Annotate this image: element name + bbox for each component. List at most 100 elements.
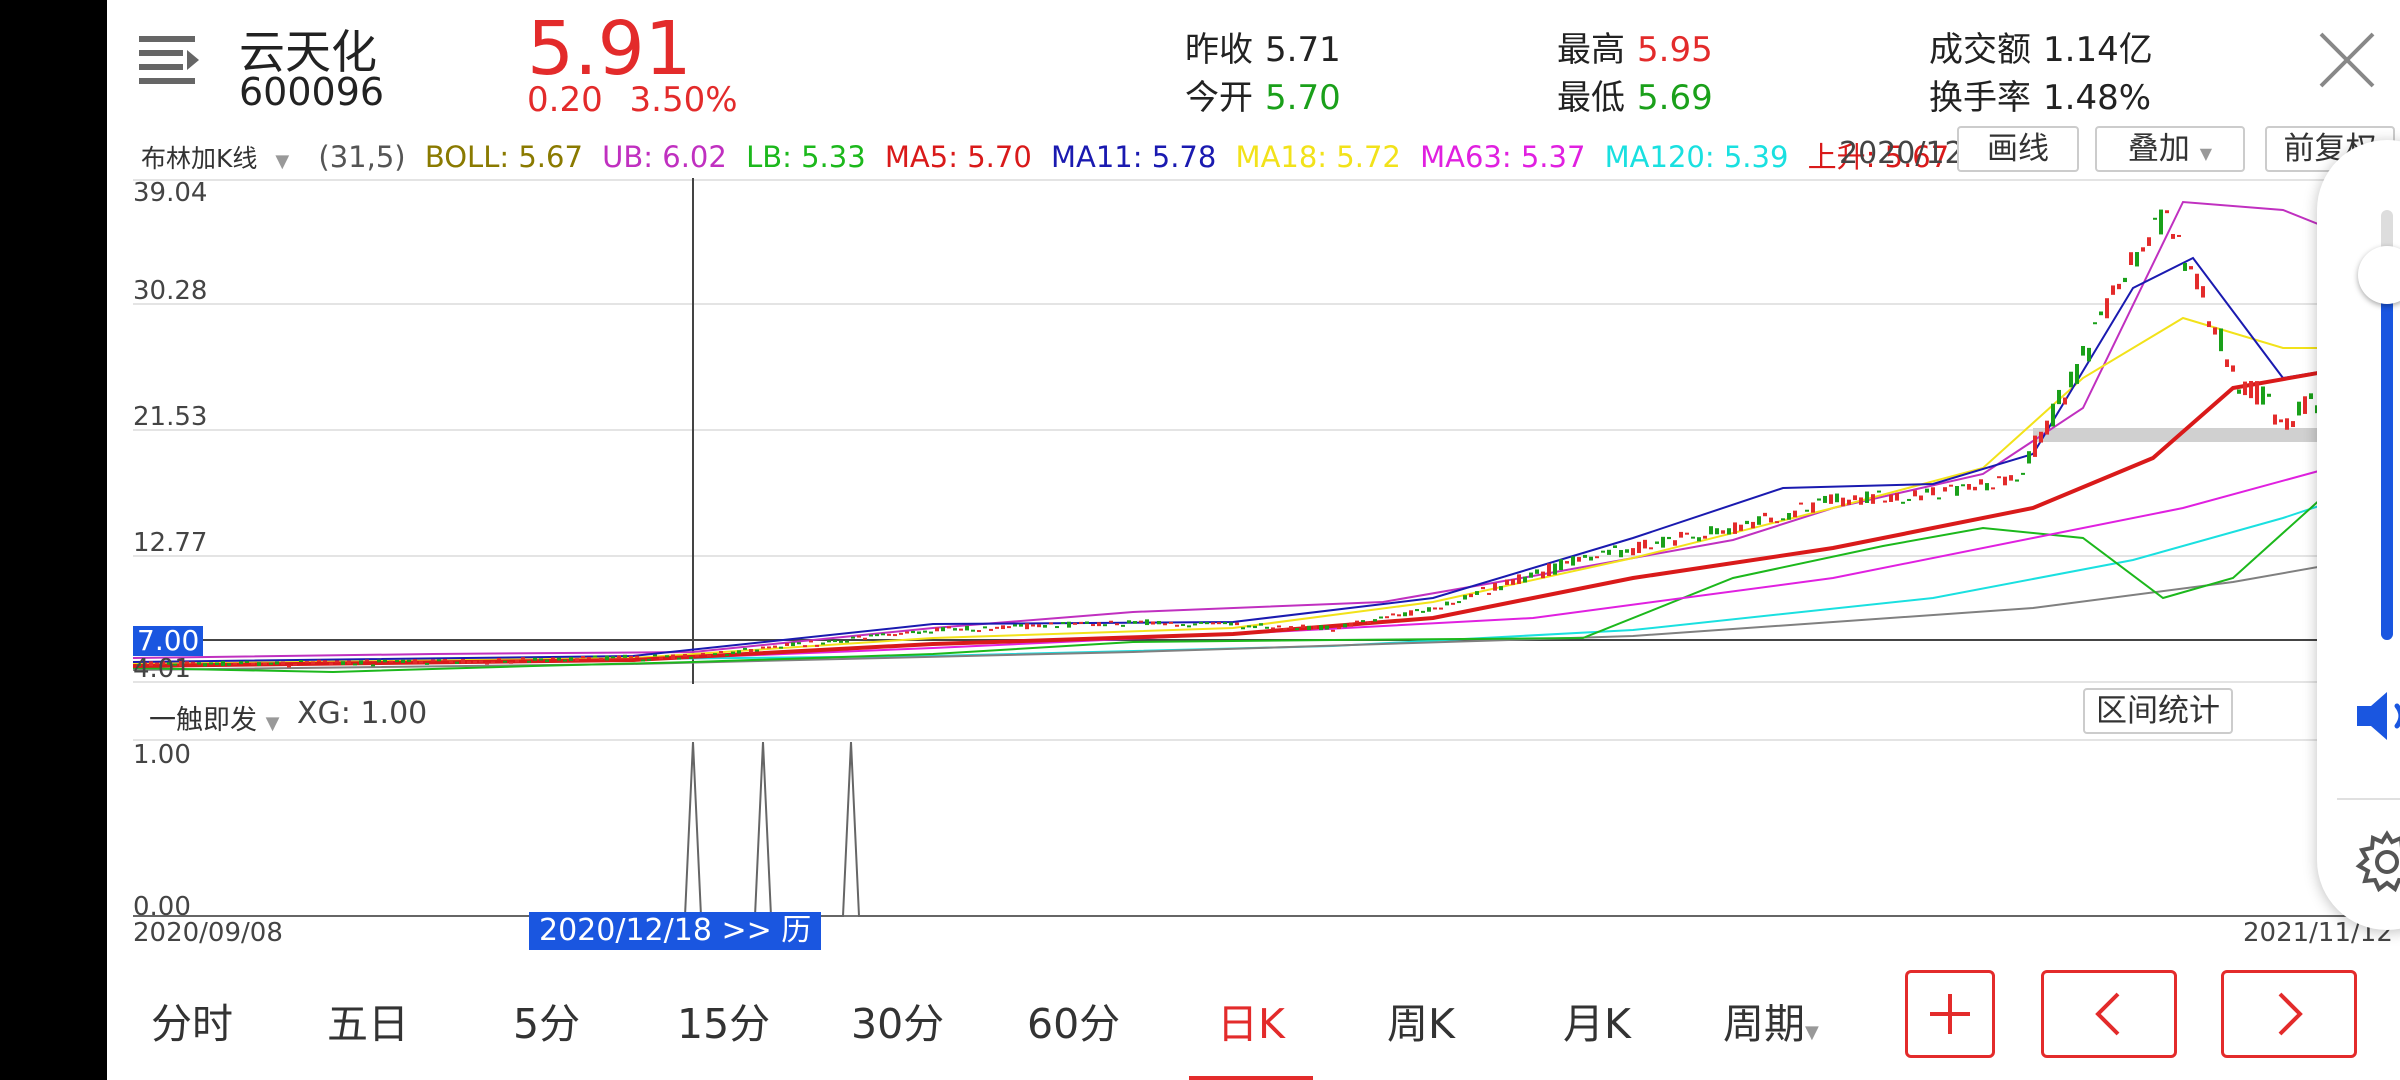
candle: [719, 651, 723, 654]
candle: [449, 660, 453, 663]
gear-icon[interactable]: [2355, 830, 2400, 898]
candle: [227, 663, 231, 666]
indicator-selector[interactable]: 布林加K线 ▼: [141, 144, 299, 173]
candle: [1877, 490, 1881, 493]
candle: [1517, 574, 1521, 584]
candle: [1319, 625, 1323, 631]
candle: [653, 654, 657, 657]
low-value: 5.69: [1637, 78, 1713, 118]
candle: [341, 661, 345, 665]
candle: [347, 660, 351, 664]
candle: [905, 631, 909, 634]
turnover-amount-value: 1.14亿: [2043, 30, 2153, 70]
candle: [323, 660, 327, 663]
lb-value: LB: 5.33: [746, 140, 866, 174]
tab-daily-k[interactable]: 日K: [1217, 1000, 1285, 1048]
candle: [1763, 512, 1767, 517]
candle: [563, 659, 567, 662]
candle: [665, 655, 669, 658]
tab-five-day[interactable]: 五日: [327, 1000, 409, 1048]
tab-60min[interactable]: 60分: [1027, 1000, 1121, 1048]
kline-chart[interactable]: 7.00: [133, 178, 2400, 684]
menu-icon[interactable]: [137, 30, 201, 90]
candle: [2081, 345, 2085, 356]
candle: [149, 661, 153, 667]
candle: [1169, 621, 1173, 624]
close-icon[interactable]: [2317, 30, 2377, 90]
candle: [575, 658, 579, 662]
candle: [1421, 610, 1425, 613]
candle: [1433, 607, 1437, 610]
candle: [1361, 620, 1365, 623]
candle: [641, 659, 645, 662]
candle: [197, 662, 201, 665]
candle: [1709, 526, 1713, 535]
candle: [1097, 622, 1101, 627]
candle: [689, 656, 693, 659]
candle: [239, 661, 243, 665]
candle: [221, 660, 225, 666]
candle: [1991, 487, 1995, 490]
candle: [881, 633, 885, 636]
candle: [1451, 602, 1455, 605]
candle: [275, 661, 279, 665]
next-button[interactable]: [2221, 970, 2357, 1058]
prev-button[interactable]: [2041, 970, 2177, 1058]
candle: [1265, 626, 1269, 629]
range-stats-button[interactable]: 区间统计: [2083, 688, 2233, 734]
volume-icon[interactable]: [2353, 688, 2400, 748]
tab-minute[interactable]: 分时: [151, 1000, 233, 1048]
candle: [2075, 364, 2079, 384]
tab-period[interactable]: 周期▼: [1723, 990, 1819, 1050]
candle: [827, 640, 831, 643]
candle: [671, 654, 675, 660]
candle: [1679, 531, 1683, 538]
candle: [1673, 540, 1677, 546]
candle: [473, 660, 477, 664]
candle: [1667, 536, 1671, 540]
change-percent: 3.50%: [629, 80, 738, 120]
tab-monthly-k[interactable]: 月K: [1563, 1000, 1631, 1048]
ub-value: UB: 6.02: [602, 140, 727, 174]
candle: [1151, 621, 1155, 625]
candle: [923, 630, 927, 633]
candle: [1223, 622, 1227, 625]
candle: [1337, 627, 1341, 630]
high: 最高 5.95: [1557, 22, 1713, 71]
candle: [959, 628, 963, 631]
tab-15min[interactable]: 15分: [677, 1000, 771, 1048]
candle: [695, 654, 699, 657]
candle: [497, 657, 501, 661]
chevron-down-icon: ▼: [275, 151, 290, 172]
candle: [1379, 616, 1383, 619]
candle: [1733, 522, 1737, 534]
tab-30min[interactable]: 30分: [851, 1000, 945, 1048]
candle: [1781, 518, 1785, 521]
candle: [1391, 613, 1395, 616]
tab-weekly-k[interactable]: 周K: [1387, 1000, 1455, 1048]
candle: [1559, 559, 1563, 571]
candle: [1295, 628, 1299, 631]
candle: [2255, 381, 2259, 405]
candle: [821, 642, 825, 645]
add-button[interactable]: [1905, 970, 1995, 1058]
tab-5min[interactable]: 5分: [513, 1000, 581, 1048]
date-start: 2020/09/08: [133, 918, 283, 948]
low-label: 最低: [1557, 78, 1625, 118]
sub-indicator-selector[interactable]: 一触即发 ▼: [149, 698, 279, 737]
candle: [1325, 625, 1329, 630]
candle: [737, 650, 741, 654]
candle: [2003, 476, 2007, 486]
overlay-button[interactable]: 叠加 ▼: [2095, 126, 2245, 172]
candle: [1013, 624, 1017, 627]
candle: [509, 661, 513, 664]
draw-line-button[interactable]: 画线: [1957, 126, 2079, 172]
candle: [683, 654, 687, 657]
candle: [629, 655, 633, 658]
volume-slider-thumb[interactable]: [2358, 245, 2400, 304]
sub-y-top: 1.00: [133, 740, 191, 770]
candle: [1427, 607, 1431, 612]
ma18-value: MA18: 5.72: [1235, 140, 1401, 174]
candle: [2165, 210, 2169, 214]
xg-value: XG: 1.00: [297, 696, 428, 731]
